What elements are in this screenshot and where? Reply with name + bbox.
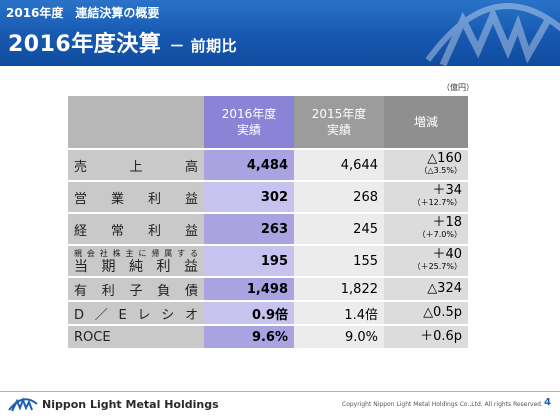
change-amount: ＋18 — [432, 215, 462, 230]
value-change: △160 （△3.5%） — [384, 150, 468, 180]
table-row: 営業利益 302 268 ＋34 （＋12.7%） — [68, 182, 468, 212]
unit-label: （億円） — [442, 83, 474, 92]
table-row: 有利子負債 1,498 1,822 △324 — [68, 278, 468, 300]
section-title: 2016年度 連結決算の概要 — [6, 6, 160, 20]
page-number: 4 — [544, 397, 551, 408]
table-row: 売上高 4,484 4,644 △160 （△3.5%） — [68, 150, 468, 180]
slide-title-main: 2016年度決算 — [8, 32, 162, 57]
value-previous: 1.4倍 — [294, 302, 384, 324]
footer-divider — [0, 391, 560, 392]
row-label-line1: 親会社株主に帰属する — [74, 248, 198, 258]
slide-title: 2016年度決算 － 前期比 — [8, 26, 237, 58]
value-previous: 4,644 — [294, 150, 384, 180]
row-label: 売上高 — [68, 150, 204, 180]
table-header-row: 2016年度 実績 2015年度 実績 増減 — [68, 96, 468, 148]
value-previous: 268 — [294, 182, 384, 212]
table-row: D／Eレシオ 0.9倍 1.4倍 △0.5p — [68, 302, 468, 324]
value-previous: 9.0% — [294, 326, 384, 348]
change-amount: △160 — [427, 151, 462, 166]
row-label: 経常利益 — [68, 214, 204, 244]
table-row: 経常利益 263 245 ＋18 （＋7.0%） — [68, 214, 468, 244]
value-change: ＋18 （＋7.0%） — [384, 214, 468, 244]
change-percent: （△3.5%） — [419, 166, 462, 175]
footer-copyright: Copyright Nippon Light Metal Holdings Co… — [342, 401, 543, 408]
value-change: △0.5p — [384, 302, 468, 324]
value-current: 4,484 — [204, 150, 294, 180]
header-previous: 2015年度 実績 — [294, 96, 384, 148]
value-change: ＋34 （＋12.7%） — [384, 182, 468, 212]
header-blank-cell — [68, 96, 204, 148]
header-change: 増減 — [384, 96, 468, 148]
row-label: D／Eレシオ — [68, 302, 204, 324]
value-change: ＋40 （＋25.7%） — [384, 246, 468, 276]
nlm-logo-watermark-icon — [425, 3, 560, 66]
table-row: 親会社株主に帰属する 当期純利益 195 155 ＋40 （＋25.7%） — [68, 246, 468, 276]
value-current: 1,498 — [204, 278, 294, 300]
change-percent: （＋25.7%） — [412, 262, 462, 271]
row-label: 有利子負債 — [68, 278, 204, 300]
value-current: 0.9倍 — [204, 302, 294, 324]
value-previous: 1,822 — [294, 278, 384, 300]
row-label: ROCE — [68, 326, 204, 348]
change-percent: （＋7.0%） — [417, 230, 462, 239]
value-current: 302 — [204, 182, 294, 212]
change-amount: ＋40 — [432, 247, 462, 262]
value-current: 9.6% — [204, 326, 294, 348]
row-label-line2: 当期純利益 — [74, 258, 198, 275]
row-label: 営業利益 — [68, 182, 204, 212]
header-current: 2016年度 実績 — [204, 96, 294, 148]
change-percent: （＋12.7%） — [412, 198, 462, 207]
results-table: 2016年度 実績 2015年度 実績 増減 売上高 4,484 4,644 △… — [68, 94, 468, 350]
nlm-logo-icon — [8, 397, 38, 412]
change-amount: ＋34 — [432, 183, 462, 198]
table-row: ROCE 9.6% 9.0% ＋0.6p — [68, 326, 468, 348]
footer-company-name: Nippon Light Metal Holdings — [42, 398, 219, 411]
value-change: ＋0.6p — [384, 326, 468, 348]
value-change: △324 — [384, 278, 468, 300]
title-banner: 2016年度 連結決算の概要 2016年度決算 － 前期比 — [0, 0, 560, 66]
value-previous: 245 — [294, 214, 384, 244]
slide-title-sub: － 前期比 — [169, 37, 238, 55]
value-current: 195 — [204, 246, 294, 276]
value-previous: 155 — [294, 246, 384, 276]
value-current: 263 — [204, 214, 294, 244]
row-label: 親会社株主に帰属する 当期純利益 — [68, 246, 204, 276]
